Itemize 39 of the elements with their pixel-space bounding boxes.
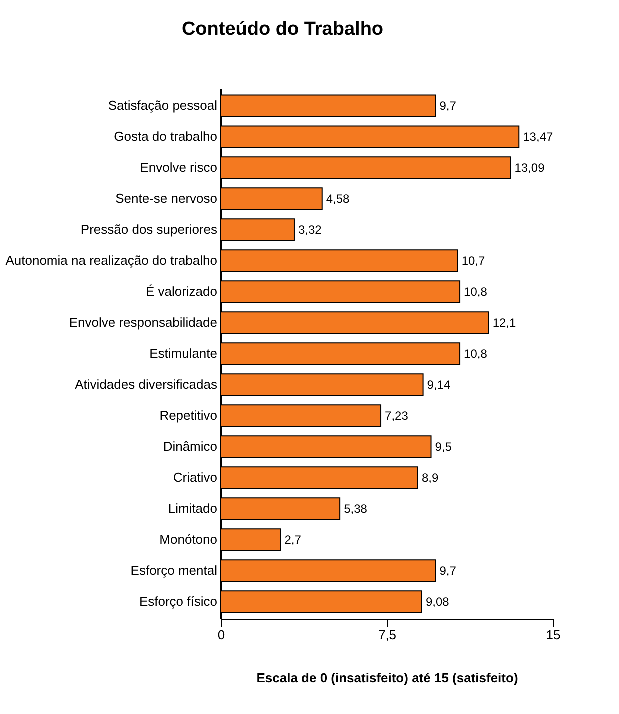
y-tick-label: Envolve risco xyxy=(140,160,218,176)
data-label: 8,9 xyxy=(422,470,439,485)
data-label: 10,7 xyxy=(462,254,486,268)
data-label: 12,1 xyxy=(492,316,516,330)
y-tick-label: Satisfação pessoal xyxy=(108,98,218,114)
y-tick-label: Esforço mental xyxy=(130,562,218,578)
data-label: 9,7 xyxy=(440,564,457,578)
data-label: 13,47 xyxy=(523,130,554,144)
x-tick-label: 0 xyxy=(218,628,226,642)
data-label: 13,09 xyxy=(514,161,546,176)
y-tick-label: Envolve responsabilidade xyxy=(69,315,218,330)
data-label: 3,32 xyxy=(298,223,322,238)
y-tick-label: Criativo xyxy=(173,470,218,485)
y-tick-label: Repetitivo xyxy=(160,408,218,423)
y-tick-label: Gosta do trabalho xyxy=(114,129,218,144)
data-label: 10,8 xyxy=(464,285,488,300)
y-tick-label: Pressão dos superiores xyxy=(80,222,218,238)
y-tick-label: É valorizado xyxy=(146,284,218,300)
data-label: 4,58 xyxy=(326,192,350,206)
chart-title: Conteúdo do Trabalho xyxy=(182,19,384,40)
data-label: 2,7 xyxy=(284,532,302,547)
y-tick-label: Estimulante xyxy=(150,346,218,361)
data-label: 10,8 xyxy=(464,347,488,361)
data-label: 7,23 xyxy=(385,408,409,423)
x-tick-label: 7,5 xyxy=(378,628,397,642)
y-tick-label: Esforço físico xyxy=(139,594,218,609)
x-axis-title: Escala de 0 (insatisfeito) até 15 (satisfeito) xyxy=(256,670,518,686)
y-tick-label: Limitado xyxy=(168,500,218,516)
x-tick-label: 15 xyxy=(546,628,561,642)
data-label: 9,5 xyxy=(435,440,452,454)
data-label: 9,14 xyxy=(427,378,451,392)
data-label: 9,08 xyxy=(426,594,450,609)
y-tick-label: Autonomia na realização do trabalho xyxy=(6,253,218,268)
y-tick-label: Sente-se nervoso xyxy=(116,191,218,206)
data-label: 5,38 xyxy=(344,502,368,516)
y-tick-label: Monótono xyxy=(160,532,218,547)
data-label: 9,7 xyxy=(440,99,457,114)
y-tick-label: Atividades diversificadas xyxy=(75,376,218,392)
y-tick-label: Dinâmico xyxy=(163,438,218,454)
